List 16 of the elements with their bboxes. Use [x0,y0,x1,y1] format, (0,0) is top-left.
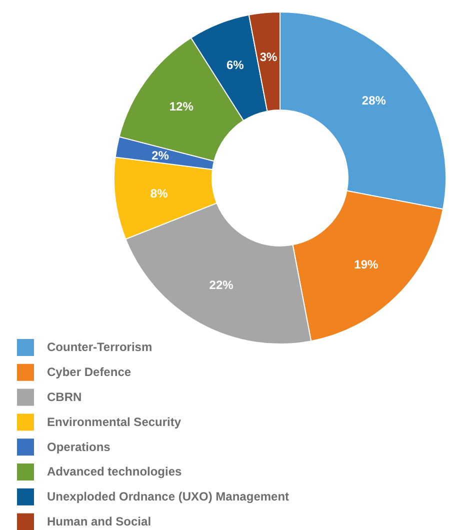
legend-label: Unexploded Ordnance (UXO) Management [47,490,290,504]
legend-label: Human and Social [47,514,152,528]
data-label: 22% [209,278,234,292]
legend-label: Cyber Defence [47,365,132,380]
legend-label: Environmental Security [47,414,182,429]
legend-label: CBRN [47,390,82,404]
legend-label: Counter-Terrorism [47,340,152,354]
data-label: 19% [354,257,379,272]
data-label: 28% [362,94,386,108]
legend-label: Operations [47,440,111,454]
data-label: 2% [152,148,170,162]
data-label: 12% [169,100,194,114]
legend-label: Advanced technologies [47,464,182,479]
data-label: 8% [150,186,168,200]
data-label: 6% [226,58,244,72]
data-label: 3% [260,50,278,64]
